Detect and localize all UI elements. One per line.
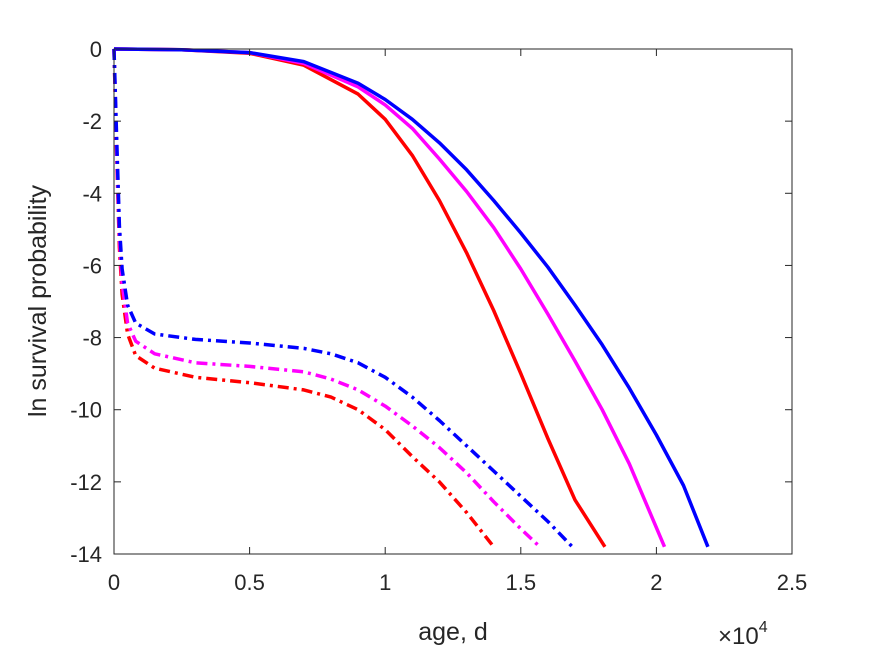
- x-tick-label: 2.5: [777, 570, 808, 595]
- x-exponent-base: 10: [732, 623, 759, 650]
- x-tick-label: 2: [650, 570, 662, 595]
- series-line-4: [112, 48, 496, 548]
- y-tick-label: 0: [90, 37, 102, 62]
- series-line-6: [112, 48, 574, 549]
- x-axis-label: age, d: [418, 618, 488, 646]
- x-exponent-label: ×104: [718, 619, 768, 650]
- x-tick-label: 1: [379, 570, 391, 595]
- y-tick-label: -12: [70, 470, 102, 495]
- series-line-5: [112, 48, 542, 549]
- y-tick-label: -2: [82, 109, 102, 134]
- y-tick-label: -10: [70, 398, 102, 423]
- x-exponent-symbol: ×: [718, 623, 732, 650]
- y-tick-label: -4: [82, 181, 102, 206]
- x-exponent-power: 4: [759, 619, 768, 636]
- series-layer: [112, 47, 710, 549]
- x-tick-label: 1.5: [506, 570, 537, 595]
- x-tick-label: 0: [108, 570, 120, 595]
- svg-text:×104: ×104: [718, 619, 768, 650]
- plot-frame: [113, 48, 793, 555]
- y-tick-label: -8: [82, 326, 102, 351]
- y-tick-label: -14: [70, 542, 102, 567]
- series-line-3: [113, 47, 710, 548]
- y-tick-label: -6: [82, 253, 102, 278]
- y-axis-label: ln survival probability: [24, 184, 52, 417]
- x-tick-label: 0.5: [234, 570, 265, 595]
- tick-layer: 0 0.5 1 1.5 2 2.5 0 -2 -4 -6 -8 -10 -12 -14: [70, 37, 807, 595]
